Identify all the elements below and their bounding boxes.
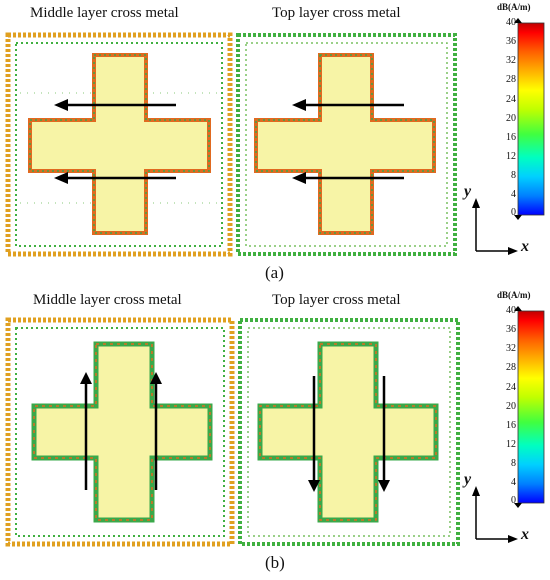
colorbar-b-top-arrow [514, 306, 522, 311]
frame-b-left-inner [15, 327, 225, 537]
panel-a-right-title: Top layer cross metal [272, 5, 401, 21]
legend-b-tick: 16 [506, 420, 516, 431]
legend-b-tick: 0 [511, 495, 516, 506]
arrow-b-right-2 [378, 376, 390, 492]
arrow-b-left-1 [80, 372, 92, 490]
panel-a-left-field-plot [5, 32, 233, 257]
legend-b-tick: 24 [506, 382, 516, 393]
legend-b-tick: 20 [506, 401, 516, 412]
arrow-a-right-top [292, 99, 404, 111]
frame-a-left-outer [5, 32, 233, 257]
axes-indicator-b [472, 486, 518, 543]
panel-b-right-field-plot [238, 318, 460, 546]
cross-b-left [31, 341, 213, 523]
arrow-a-left-top [54, 99, 176, 111]
arrow-a-right-bottom [292, 172, 404, 184]
legend-a-tick: 4 [511, 189, 516, 200]
legend-a-title: dB(A/m) [497, 2, 531, 12]
cross-a-left [28, 53, 211, 235]
caption-b: (b) [265, 553, 285, 572]
caption-a: (a) [265, 263, 284, 282]
frame-b-right-outer [238, 318, 460, 546]
legend-b-tick: 4 [511, 477, 516, 488]
legend-a-tick: 12 [506, 151, 516, 162]
colorbar-a [514, 18, 545, 220]
cross-b-right [257, 341, 439, 523]
frame-a-right-inner [245, 42, 448, 247]
colorbar-b-bottom-arrow [514, 503, 522, 508]
axis-b-y-label: y [464, 471, 472, 488]
legend-b-tick: 12 [506, 439, 516, 450]
arrow-a-left-bottom [54, 172, 176, 184]
legend-b-tick: 8 [511, 458, 516, 469]
legend-a-tick: 0 [511, 207, 516, 218]
frame-a-right-outer [236, 33, 457, 256]
legend-a-tick: 8 [511, 170, 516, 181]
arrow-b-right-1 [308, 376, 320, 492]
frame-b-left-outer [5, 317, 235, 547]
frame-b-right-inner [247, 327, 451, 537]
panel-b-left-title: Middle layer cross metal [33, 292, 182, 308]
legend-a-tick: 40 [506, 17, 516, 28]
axis-b-x-label: x [521, 526, 529, 543]
panel-b-left-field-plot [5, 317, 235, 547]
legend-a-tick: 32 [506, 55, 516, 66]
legend-b-tick: 36 [506, 324, 516, 335]
axis-a-y-label: y [464, 183, 472, 200]
legend-a-tick: 24 [506, 94, 516, 105]
panel-a-left-title: Middle layer cross metal [30, 5, 179, 21]
frame-a-left-inner [15, 42, 223, 247]
legend-a-tick: 16 [506, 132, 516, 143]
colorbar-a-top-arrow [514, 18, 522, 23]
legend-b-tick: 32 [506, 343, 516, 354]
legend-a-tick: 20 [506, 113, 516, 124]
colorbar-b [514, 306, 545, 508]
panel-b-right-title: Top layer cross metal [272, 292, 401, 308]
colorbar-a-bottom-arrow [514, 215, 522, 220]
axes-indicator-a [472, 198, 518, 255]
legend-b-tick: 28 [506, 362, 516, 373]
axis-a-x-label: x [521, 238, 529, 255]
legend-a-tick: 28 [506, 74, 516, 85]
legend-b-title: dB(A/m) [497, 290, 531, 300]
field-speckle-a-left [20, 92, 222, 204]
panel-a-right-field-plot [236, 33, 457, 256]
legend-b-tick: 40 [506, 305, 516, 316]
cross-a-right [254, 53, 436, 235]
legend-a-tick: 36 [506, 36, 516, 47]
arrow-b-left-2 [150, 372, 162, 490]
